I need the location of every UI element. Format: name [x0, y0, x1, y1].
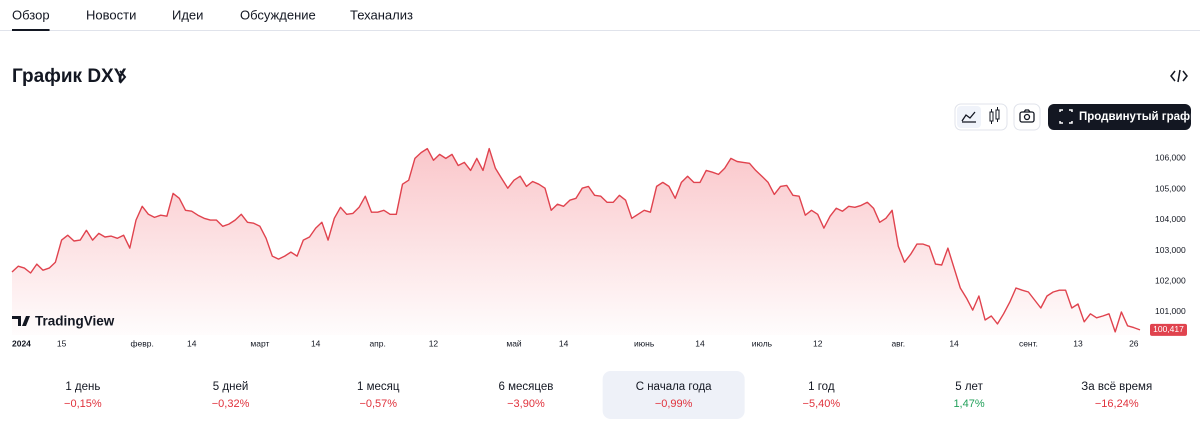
period-change[interactable]: −0,15% — [64, 398, 102, 410]
x-tick-label: 26 — [1129, 338, 1139, 348]
tab[interactable]: Обзор — [12, 7, 50, 22]
x-tick-label: апр. — [369, 338, 385, 348]
chart: 101,000 102,000 103,000 104,000 105,000 106,0… — [11, 147, 1187, 348]
x-tick-label: 12 — [429, 338, 439, 348]
price-line — [11, 147, 1141, 333]
period-label[interactable]: 6 месяцев — [499, 381, 554, 393]
title-chevron — [119, 70, 127, 84]
snapshot-button[interactable] — [1013, 103, 1041, 131]
x-tick-label: авг. — [891, 338, 905, 348]
x-tick-label: 14 — [559, 338, 569, 348]
period-change[interactable]: −0,32% — [212, 398, 250, 410]
watermark: TradingView — [35, 314, 115, 329]
x-tick-label: 2024 — [12, 338, 31, 348]
period-change[interactable]: −3,90% — [507, 398, 545, 410]
x-tick-label: май — [506, 338, 522, 348]
x-tick-label: сент. — [1019, 338, 1038, 348]
period-label[interactable]: С начала года — [636, 381, 712, 393]
y-tick-label: 102,000 — [1155, 276, 1186, 286]
period-change[interactable]: −5,40% — [803, 398, 841, 410]
period-label[interactable]: 1 год — [808, 381, 835, 393]
period-label[interactable]: 1 день — [65, 381, 100, 393]
y-tick-label: 105,000 — [1155, 183, 1186, 193]
y-tick-label: 106,000 — [1155, 153, 1186, 163]
period-label[interactable]: 5 дней — [213, 381, 248, 393]
active-tab-underline — [12, 29, 50, 31]
x-tick-label: февр. — [130, 338, 153, 348]
selected-period-bg — [602, 371, 745, 419]
tab[interactable]: Новости — [86, 7, 136, 22]
watermark-logo — [12, 316, 30, 326]
tab[interactable]: Обсуждение — [240, 7, 316, 22]
x-tick-label: июнь — [634, 338, 655, 348]
x-tick-label: 14 — [187, 338, 197, 348]
x-tick-label: 14 — [311, 338, 321, 348]
y-tick-label: 101,000 — [1155, 306, 1186, 316]
x-tick-label: 15 — [57, 338, 67, 348]
tab[interactable]: Теханализ — [350, 7, 413, 22]
chart-style-toggle[interactable] — [954, 103, 1008, 131]
period-change[interactable]: −0,99% — [655, 398, 693, 410]
x-tick-label: март — [250, 338, 269, 348]
tab-bar: Обзор Новости Идеи Обсуждение Теханализ — [12, 7, 413, 31]
tab[interactable]: Идеи — [172, 7, 203, 22]
period-change[interactable]: 1,47% — [953, 398, 984, 410]
y-tick-label: 104,000 — [1155, 214, 1186, 224]
x-tick-label: 13 — [1073, 338, 1083, 348]
x-tick-label: 12 — [813, 338, 823, 348]
y-tick-label: 103,000 — [1155, 245, 1186, 255]
advanced-chart-label[interactable]: Продвинутый график — [1079, 111, 1200, 123]
x-tick-label: 14 — [695, 338, 705, 348]
x-tick-label: июль — [752, 338, 773, 348]
period-label[interactable]: 1 месяц — [357, 381, 400, 393]
period-label[interactable]: За всё время — [1081, 381, 1152, 393]
price-tag — [1150, 323, 1187, 336]
period-stats: 1 день −0,15% 5 дней −0,32% 1 месяц −0,57% 6 м… — [64, 371, 1152, 419]
price-area — [12, 148, 1140, 335]
x-tick-label: 14 — [949, 338, 959, 348]
period-change[interactable]: −0,57% — [359, 398, 397, 410]
price-tag-label: 100,417 — [1153, 324, 1184, 334]
page-title: График DXY — [12, 66, 127, 87]
advanced-chart-button[interactable]: Продвинутый график — [1048, 104, 1200, 130]
period-change[interactable]: −16,24% — [1095, 398, 1139, 410]
embed-icon[interactable] — [1170, 69, 1188, 83]
period-label[interactable]: 5 лет — [955, 381, 983, 393]
